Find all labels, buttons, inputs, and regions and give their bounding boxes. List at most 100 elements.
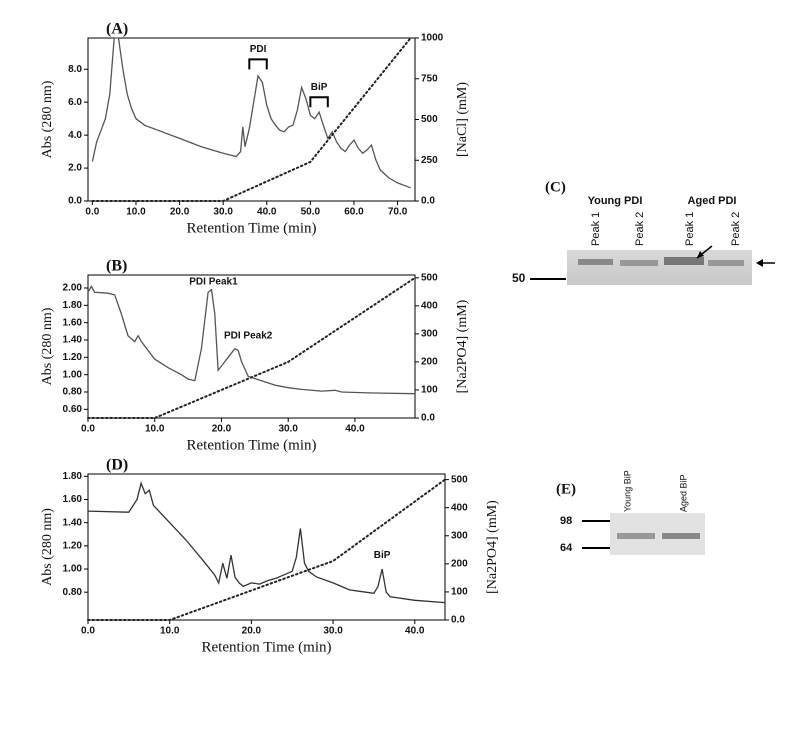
y-tick-label: 1.60 [63,317,83,328]
y-tick-label: 8.0 [68,64,82,75]
x-axis-label: Retention Time (min) [201,639,331,655]
y2-tick-label: 0.0 [421,196,435,207]
y2-axis-label: [Na2PO4] (mM) [485,500,500,594]
y-axis-label: Abs (280 nm) [40,80,55,158]
gel-band [578,259,613,265]
y-tick-label: 1.40 [63,517,83,528]
y-axis-label: Abs (280 nm) [40,307,55,385]
y-tick-label: 1.20 [63,540,83,551]
gel-band [662,533,700,539]
panel-label: (D) [106,457,128,474]
panel-label: (B) [106,258,127,275]
y2-tick-label: 100 [421,385,438,396]
y-tick-label: 1.40 [63,335,83,346]
y-tick-label: 0.0 [68,196,82,207]
y2-tick-label: 0.0 [451,615,465,626]
y2-axis-label: [Na2PO4] (mM) [455,299,470,393]
y2-tick-label: 750 [421,73,438,84]
y-tick-label: 0.80 [63,587,83,598]
y2-tick-label: 500 [421,114,438,125]
x-tick-label: 50.0 [301,207,321,218]
arrow-head [697,251,704,258]
x-axis-label: Retention Time (min) [186,220,316,236]
y-tick-label: 1.00 [63,369,83,380]
arrow-head [756,259,763,267]
y2-tick-label: 1000 [421,33,444,44]
plot-frame [87,274,416,419]
y-tick-label: 0.80 [63,387,83,398]
y2-tick-label: 400 [451,502,468,513]
panel-label: (E) [556,481,576,497]
lane-label: Peak 1 [684,212,696,246]
x-axis-label: Retention Time (min) [186,437,316,453]
y2-tick-label: 200 [421,357,438,368]
series-line [91,37,411,189]
y2-tick-label: 0.0 [421,413,435,424]
gel-group-label: Aged PDI [688,195,737,207]
marker-label: 50 [512,271,526,285]
x-tick-label: 30.0 [323,626,343,637]
x-tick-label: 20.0 [170,207,190,218]
series-line [91,37,412,202]
lane-label: Aged BiP [678,474,688,512]
x-tick-label: 0.0 [81,424,95,435]
panel-label: (C) [545,179,566,195]
x-tick-label: 10.0 [160,626,180,637]
gel-band [617,533,655,539]
y2-tick-label: 500 [421,272,438,283]
lane-label: Young BiP [622,470,632,512]
x-tick-label: 10.0 [145,424,165,435]
y-tick-label: 1.80 [63,300,83,311]
y2-tick-label: 300 [451,530,468,541]
plot-frame [87,473,446,621]
y2-tick-label: 200 [451,558,468,569]
gel-c: (C) Young PDI Aged PDI Peak 1 Peak 2 Pea… [512,179,775,285]
y2-tick-label: 400 [421,300,438,311]
y-tick-label: 1.80 [63,471,83,482]
x-tick-label: 40.0 [405,626,425,637]
gel-band [620,260,658,266]
bracket [309,96,329,108]
y2-tick-label: 250 [421,155,438,166]
annotation: PDI Peak1 [189,277,238,288]
lane-label: Peak 2 [730,212,742,246]
y-tick-label: 1.60 [63,494,83,505]
x-tick-label: 30.0 [278,424,298,435]
gel-band [708,260,744,266]
y-tick-label: 1.00 [63,564,83,575]
bracket [248,58,268,70]
x-tick-label: 70.0 [388,207,408,218]
y2-tick-label: 100 [451,587,468,598]
y-axis-label: Abs (280 nm) [40,508,55,586]
y2-axis-label: [NaCl] (mM) [455,82,470,157]
lane-label: Peak 1 [590,212,602,246]
x-tick-label: 60.0 [344,207,364,218]
y2-tick-label: 300 [421,329,438,340]
gel-group-label: Young PDI [588,195,643,207]
y-tick-label: 1.20 [63,352,83,363]
annotation: BiP [311,82,328,93]
gel-image [567,250,752,285]
y-tick-label: 6.0 [68,97,82,108]
y2-tick-label: 500 [451,474,468,485]
y-tick-label: 2.0 [68,163,82,174]
panel-label: (A) [106,21,128,38]
x-tick-label: 10.0 [126,207,146,218]
lane-label: Peak 2 [634,212,646,246]
y-tick-label: 2.00 [63,283,83,294]
series-line [87,481,446,604]
gel-e: (E) Young BiP Aged BiP 98 64 [556,470,705,555]
y-tick-label: 4.0 [68,130,82,141]
series-line [87,276,416,419]
annotation: BiP [374,550,391,561]
marker-label: 98 [560,515,572,527]
x-tick-label: 30.0 [213,207,233,218]
x-tick-label: 20.0 [242,626,262,637]
x-tick-label: 20.0 [212,424,232,435]
x-tick-label: 0.0 [81,626,95,637]
series-line [87,478,446,621]
marker-label: 64 [560,542,573,554]
annotation: PDI [250,44,267,55]
gel-band [664,257,704,265]
